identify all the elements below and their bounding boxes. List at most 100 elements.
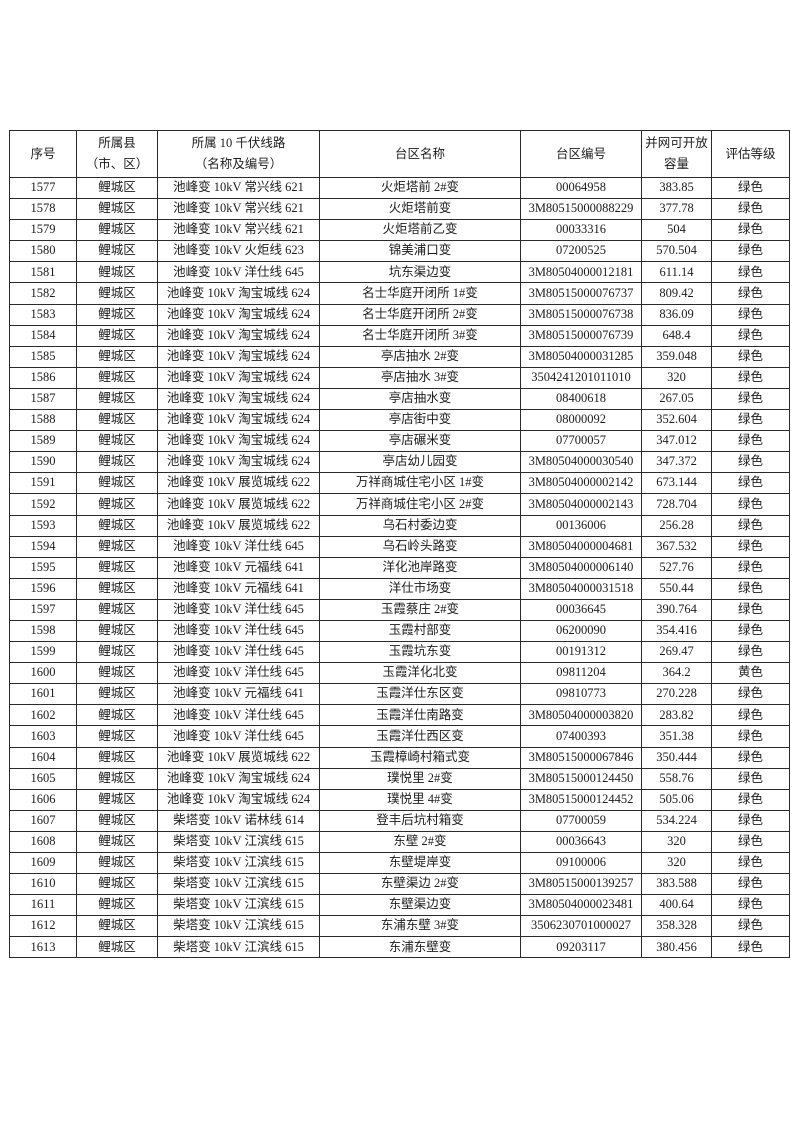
- table-row: 1591 鲤城区 池峰变 10kV 展览城线 622 万祥商城住宅小区 1#变 3M80…: [9, 472, 790, 495]
- cell-station-name: 玉霞洋仕东区变: [319, 683, 521, 706]
- cell-grade: 绿色: [711, 176, 790, 200]
- col-header-station-code: 台区编号: [520, 130, 642, 178]
- cell-county: 鲤城区: [76, 176, 158, 200]
- table-row: 1608 鲤城区 柴塔变 10kV 江滨线 615 东壁 2#变 00036643 320…: [9, 830, 790, 854]
- cell-station-name: 东壁 2#变: [319, 830, 521, 854]
- table-row: 1609 鲤城区 柴塔变 10kV 江滨线 615 东壁堤岸变 09100006 320 绿…: [9, 851, 790, 875]
- cell-grade: 绿色: [711, 725, 790, 748]
- cell-line: 池峰变 10kV 淘宝城线 624: [157, 282, 320, 305]
- cell-county: 鲤城区: [76, 788, 158, 811]
- cell-station-name: 名士华庭开闭所 3#变: [319, 324, 521, 347]
- cell-no: 1595: [9, 556, 77, 579]
- cell-capacity: 504: [641, 219, 712, 242]
- table-row: 1580 鲤城区 池峰变 10kV 火炬线 623 锦美浦口变 07200525 570.…: [9, 240, 790, 263]
- cell-station-code: 07400393: [520, 725, 642, 748]
- cell-grade: 绿色: [711, 345, 790, 368]
- cell-grade: 绿色: [711, 577, 790, 600]
- cell-station-name: 东壁渠边 2#变: [319, 873, 521, 896]
- cell-line: 池峰变 10kV 淘宝城线 624: [157, 767, 320, 790]
- cell-county: 鲤城区: [76, 556, 158, 579]
- col-header-capacity: 并网可开放 容量: [641, 130, 712, 178]
- table-row: 1581 鲤城区 池峰变 10kV 洋仕线 645 坑东渠边变 3M8050400001…: [9, 261, 790, 284]
- cell-no: 1606: [9, 788, 77, 811]
- cell-capacity: 673.144: [641, 472, 712, 495]
- cell-station-code: 3M80504000006140: [520, 556, 642, 579]
- cell-county: 鲤城区: [76, 725, 158, 748]
- cell-no: 1598: [9, 619, 77, 643]
- cell-no: 1613: [9, 936, 77, 959]
- table-row: 1607 鲤城区 柴塔变 10kV 诺林线 614 登丰后坑村箱变 07700059 53…: [9, 809, 790, 832]
- cell-line: 柴塔变 10kV 江滨线 615: [157, 936, 320, 959]
- cell-capacity: 351.38: [641, 725, 712, 748]
- cell-county: 鲤城区: [76, 472, 158, 495]
- col-header-county: 所属县 （市、区）: [76, 130, 158, 178]
- cell-county: 鲤城区: [76, 345, 158, 368]
- cell-no: 1588: [9, 409, 77, 432]
- cell-station-code: 3506230701000027: [520, 915, 642, 938]
- table-row: 1594 鲤城区 池峰变 10kV 洋仕线 645 乌石岭头路变 3M805040000…: [9, 535, 790, 558]
- cell-capacity: 558.76: [641, 767, 712, 790]
- cell-station-code: 00036643: [520, 830, 642, 854]
- cell-line: 池峰变 10kV 洋仕线 645: [157, 704, 320, 727]
- col-header-line: 所属 10 千伏线路 （名称及编号）: [157, 130, 320, 178]
- cell-station-code: 00064958: [520, 176, 642, 200]
- cell-capacity: 367.532: [641, 535, 712, 558]
- cell-station-code: 09811204: [520, 662, 642, 685]
- cell-station-name: 亭店碾米变: [319, 430, 521, 453]
- cell-no: 1603: [9, 725, 77, 748]
- cell-no: 1592: [9, 493, 77, 516]
- table-row: 1596 鲤城区 池峰变 10kV 元福线 641 洋仕市场变 3M8050400003…: [9, 577, 790, 600]
- cell-line: 柴塔变 10kV 江滨线 615: [157, 915, 320, 938]
- cell-no: 1579: [9, 219, 77, 242]
- cell-capacity: 377.78: [641, 198, 712, 221]
- col-header-station-name: 台区名称: [319, 130, 521, 178]
- cell-line: 池峰变 10kV 元福线 641: [157, 683, 320, 706]
- table-row: 1590 鲤城区 池峰变 10kV 淘宝城线 624 亭店幼儿园变 3M80504000…: [9, 451, 790, 474]
- cell-capacity: 347.372: [641, 451, 712, 474]
- cell-county: 鲤城区: [76, 598, 158, 621]
- table-row: 1597 鲤城区 池峰变 10kV 洋仕线 645 玉霞蔡庄 2#变 00036645 3…: [9, 598, 790, 621]
- cell-no: 1608: [9, 830, 77, 854]
- cell-station-name: 东浦东壁 3#变: [319, 915, 521, 938]
- cell-station-name: 亭店抽水变: [319, 387, 521, 411]
- cell-station-name: 锦美浦口变: [319, 240, 521, 263]
- cell-no: 1584: [9, 324, 77, 347]
- cell-county: 鲤城区: [76, 809, 158, 832]
- cell-grade: 绿色: [711, 767, 790, 790]
- cell-county: 鲤城区: [76, 873, 158, 896]
- cell-station-name: 玉霞洋仕南路变: [319, 704, 521, 727]
- cell-grade: 绿色: [711, 472, 790, 495]
- cell-line: 池峰变 10kV 淘宝城线 624: [157, 409, 320, 432]
- cell-county: 鲤城区: [76, 493, 158, 516]
- cell-capacity: 347.012: [641, 430, 712, 453]
- table-body: 1577 鲤城区 池峰变 10kV 常兴线 621 火炬塔前 2#变 00064958 3…: [9, 176, 790, 959]
- cell-station-name: 玉霞坑东变: [319, 641, 521, 664]
- capacity-table: 序号 所属县 （市、区） 所属 10 千伏线路 （名称及编号） 台区名称 台区编…: [9, 130, 790, 959]
- cell-grade: 绿色: [711, 619, 790, 643]
- cell-capacity: 728.704: [641, 493, 712, 516]
- cell-county: 鲤城区: [76, 324, 158, 347]
- cell-station-code: 3M80504000003820: [520, 704, 642, 727]
- cell-capacity: 364.2: [641, 662, 712, 685]
- cell-station-code: 3M80504000012181: [520, 261, 642, 284]
- cell-capacity: 359.048: [641, 345, 712, 368]
- cell-station-name: 火炬塔前乙变: [319, 219, 521, 242]
- cell-station-name: 玉霞樟崎村箱式变: [319, 746, 521, 769]
- cell-station-name: 亭店幼儿园变: [319, 451, 521, 474]
- cell-station-code: 00136006: [520, 514, 642, 537]
- cell-line: 池峰变 10kV 淘宝城线 624: [157, 387, 320, 411]
- cell-no: 1586: [9, 366, 77, 389]
- cell-no: 1601: [9, 683, 77, 706]
- cell-grade: 绿色: [711, 261, 790, 284]
- table-row: 1589 鲤城区 池峰变 10kV 淘宝城线 624 亭店碾米变 07700057 347…: [9, 430, 790, 453]
- cell-station-code: 3M80504000030540: [520, 451, 642, 474]
- cell-no: 1596: [9, 577, 77, 600]
- cell-no: 1604: [9, 746, 77, 769]
- cell-line: 池峰变 10kV 展览城线 622: [157, 514, 320, 537]
- cell-station-code: 3M80515000076737: [520, 282, 642, 305]
- cell-station-name: 万祥商城住宅小区 1#变: [319, 472, 521, 495]
- cell-capacity: 269.47: [641, 641, 712, 664]
- cell-grade: 绿色: [711, 936, 790, 959]
- cell-line: 池峰变 10kV 元福线 641: [157, 556, 320, 579]
